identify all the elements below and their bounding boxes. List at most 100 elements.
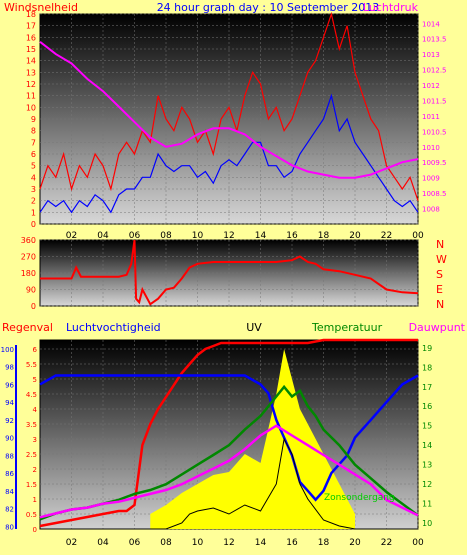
x-tick-label: 00 <box>412 231 424 241</box>
x-tick-label: 20 <box>349 538 361 548</box>
pressure-tick-label: 1011 <box>422 113 440 121</box>
x-tick-label: 04 <box>97 231 109 241</box>
direction-tick-label: 270 <box>21 253 36 262</box>
humidity-tick-label: 82 <box>5 506 14 514</box>
wind-tick-label: 10 <box>26 103 36 112</box>
header-right-label: Luchtdruk <box>363 1 419 14</box>
x-tick-label: 06 <box>129 538 141 548</box>
rain-tick-label: 1.5 <box>26 481 37 489</box>
wind-tick-label: 4 <box>31 173 36 182</box>
humidity-tick-label: 96 <box>5 381 14 389</box>
rain-tick-label: 2 <box>33 466 37 474</box>
pressure-tick-label: 1014 <box>422 20 440 28</box>
pressure-tick-label: 1010.5 <box>422 128 447 136</box>
direction-tick-label: 90 <box>26 286 36 295</box>
wind-tick-label: 6 <box>31 150 36 159</box>
pressure-tick-label: 1012 <box>422 82 440 90</box>
compass-tick-label: E <box>436 283 443 296</box>
rain-tick-label: 0 <box>33 526 37 534</box>
pressure-series-line <box>39 41 419 179</box>
rain-tick-label: 4.5 <box>26 391 37 399</box>
humidity-tick-label: 84 <box>5 488 14 496</box>
pressure-tick-label: 1011.5 <box>422 97 447 105</box>
x-tick-label: 04 <box>97 538 109 548</box>
pressure-tick-label: 1010 <box>422 144 440 152</box>
temperature-axis-label: Temperatuur <box>311 321 383 334</box>
humidity-tick-label: 94 <box>5 399 14 407</box>
wind-tick-label: 13 <box>26 68 36 77</box>
x-tick-label: 22 <box>381 538 392 548</box>
compass-tick-label: S <box>436 268 443 281</box>
pressure-tick-label: 1013.5 <box>422 36 447 44</box>
compass-tick-label: N <box>436 238 444 251</box>
rain-tick-label: 1 <box>33 496 37 504</box>
direction-series-line <box>40 239 419 306</box>
header-title: 24 hour graph day : 10 September 2013 <box>157 1 380 14</box>
x-tick-label: 14 <box>255 231 267 241</box>
x-tick-label: 08 <box>160 231 172 241</box>
humidity-tick-label: 100 <box>1 346 14 354</box>
wind-tick-label: 18 <box>26 10 36 19</box>
rain-tick-label: 3.5 <box>26 421 37 429</box>
x-tick-label: 12 <box>223 231 234 241</box>
pressure-tick-label: 1009 <box>422 175 440 183</box>
humidity-tick-label: 88 <box>5 452 14 460</box>
wind-tick-label: 8 <box>31 127 36 136</box>
x-tick-label: 10 <box>192 231 204 241</box>
temperature-tick-label: 15 <box>422 422 432 431</box>
compass-tick-label: N <box>436 298 444 311</box>
humidity-axis-label: Luchtvochtigheid <box>66 321 161 334</box>
rain-tick-label: 2.5 <box>26 451 37 459</box>
x-tick-label: 00 <box>412 538 424 548</box>
rain-tick-label: 5 <box>33 376 37 384</box>
x-tick-label: 06 <box>129 231 141 241</box>
x-tick-label: 16 <box>286 231 298 241</box>
series-lines <box>39 11 419 530</box>
direction-tick-label: 360 <box>21 236 36 245</box>
temperature-tick-label: 11 <box>422 500 432 509</box>
wind-tick-label: 17 <box>26 22 36 31</box>
pressure-tick-label: 1008.5 <box>422 190 447 198</box>
temperature-tick-label: 17 <box>422 383 432 392</box>
x-tick-label: 18 <box>318 538 330 548</box>
wind-tick-label: 14 <box>26 57 36 66</box>
x-tick-label: 12 <box>223 538 234 548</box>
wind-tick-label: 11 <box>26 92 36 101</box>
pressure-tick-label: 1008 <box>422 206 440 214</box>
x-tick-label: 16 <box>286 538 298 548</box>
wind-tick-label: 9 <box>31 115 36 124</box>
wind-tick-label: 12 <box>26 80 36 89</box>
wind-tick-label: 7 <box>31 138 36 147</box>
rain-axis-label: Regenval <box>2 321 53 334</box>
humidity-tick-label: 98 <box>5 364 14 372</box>
pressure-tick-label: 1009.5 <box>422 159 447 167</box>
rain-tick-label: 4 <box>33 406 38 414</box>
rain-tick-label: 3 <box>33 436 37 444</box>
temperature-tick-label: 14 <box>422 441 432 450</box>
pressure-tick-label: 1012.5 <box>422 67 447 75</box>
temperature-tick-label: 19 <box>422 344 432 353</box>
humidity-tick-label: 86 <box>5 470 14 478</box>
wind-tick-label: 15 <box>26 45 36 54</box>
humidity-tick-label: 92 <box>5 417 14 425</box>
temperature-tick-label: 16 <box>422 402 432 411</box>
compass-tick-label: W <box>436 253 447 266</box>
pressure-tick-label: 1013 <box>422 51 440 59</box>
humidity-tick-label: 80 <box>5 523 14 531</box>
direction-tick-label: 180 <box>21 269 36 278</box>
x-tick-label: 10 <box>192 538 204 548</box>
uv-axis-label: UV <box>246 321 262 334</box>
x-tick-label: 20 <box>349 231 361 241</box>
dewpoint-series-line <box>39 424 419 519</box>
wind-tick-label: 0 <box>31 220 36 229</box>
dewpoint-axis-label: Dauwpunt <box>409 321 466 334</box>
rain-tick-label: 5.5 <box>26 361 37 369</box>
humidity-tick-label: 90 <box>5 435 14 443</box>
x-tick-label: 18 <box>318 231 330 241</box>
temperature-tick-label: 10 <box>422 519 432 528</box>
x-tick-label: 02 <box>66 231 77 241</box>
wind-tick-label: 2 <box>31 197 36 206</box>
wind-tick-label: 1 <box>31 208 36 217</box>
